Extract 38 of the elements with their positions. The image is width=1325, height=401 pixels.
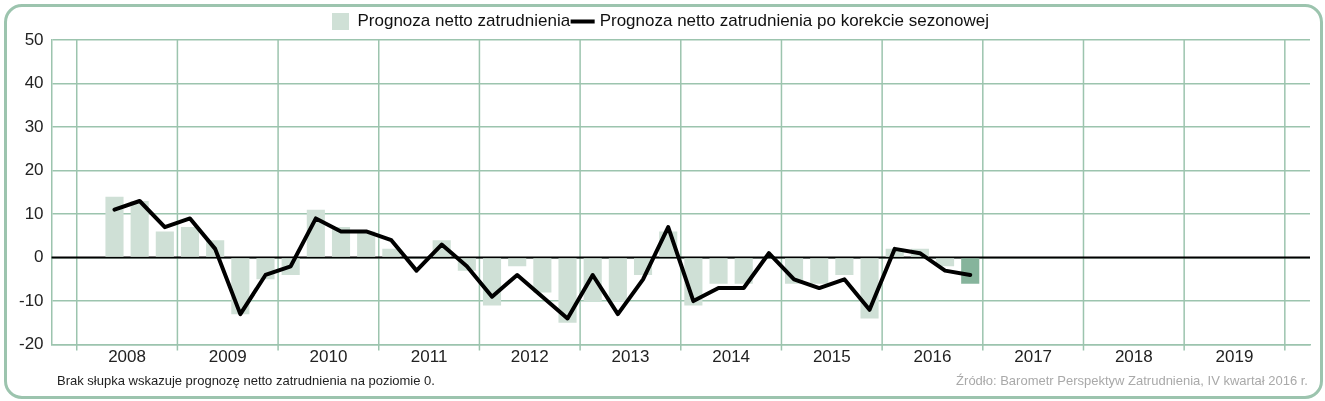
x-tick-label: 2013 bbox=[611, 347, 650, 367]
y-tick-label: 20 bbox=[24, 160, 44, 180]
x-tick-label: 2014 bbox=[712, 347, 751, 367]
bar bbox=[608, 258, 627, 302]
bar bbox=[835, 258, 854, 275]
y-tick-label: 40 bbox=[24, 73, 44, 93]
bar bbox=[734, 258, 753, 284]
y-tick-label: -20 bbox=[18, 334, 44, 354]
x-tick-label: 2017 bbox=[1014, 347, 1053, 367]
bar bbox=[508, 258, 527, 267]
y-tick-label: 10 bbox=[24, 203, 44, 223]
y-tick-label: 0 bbox=[34, 247, 44, 267]
x-tick-label: 2012 bbox=[510, 347, 549, 367]
bar bbox=[180, 227, 200, 257]
x-tick-label: 2009 bbox=[208, 347, 247, 367]
x-tick-label: 2010 bbox=[309, 347, 348, 367]
legend-label: Prognoza netto zatrudnienia po korekcie sezonowej bbox=[599, 11, 990, 31]
y-tick-label: -10 bbox=[18, 290, 44, 310]
x-tick-label: 2019 bbox=[1215, 347, 1254, 367]
bar bbox=[382, 248, 401, 257]
x-tick-label: 2015 bbox=[812, 347, 851, 367]
x-tick-label: 2011 bbox=[410, 347, 448, 367]
x-tick-label: 2018 bbox=[1114, 347, 1153, 367]
text: Brak słupka wskazuje prognozę netto zatrudnienia na poziomie 0. bbox=[57, 373, 435, 388]
bar bbox=[130, 201, 149, 257]
x-tick-label: 2008 bbox=[108, 347, 146, 367]
bar bbox=[810, 258, 829, 284]
bar bbox=[961, 258, 980, 284]
legend-label: Prognoza netto zatrudnienia bbox=[357, 11, 571, 31]
bar bbox=[709, 258, 728, 284]
y-tick-label: 50 bbox=[24, 29, 44, 49]
x-tick-label: 2016 bbox=[913, 347, 952, 367]
text: Źródło: Barometr Perspektyw Zatrudnienia, IV kwartał 2016 r. bbox=[956, 373, 1308, 388]
bar bbox=[533, 258, 552, 293]
y-tick-label: 30 bbox=[24, 116, 44, 136]
bar bbox=[155, 231, 174, 257]
bar bbox=[936, 258, 955, 267]
bar bbox=[105, 196, 124, 257]
